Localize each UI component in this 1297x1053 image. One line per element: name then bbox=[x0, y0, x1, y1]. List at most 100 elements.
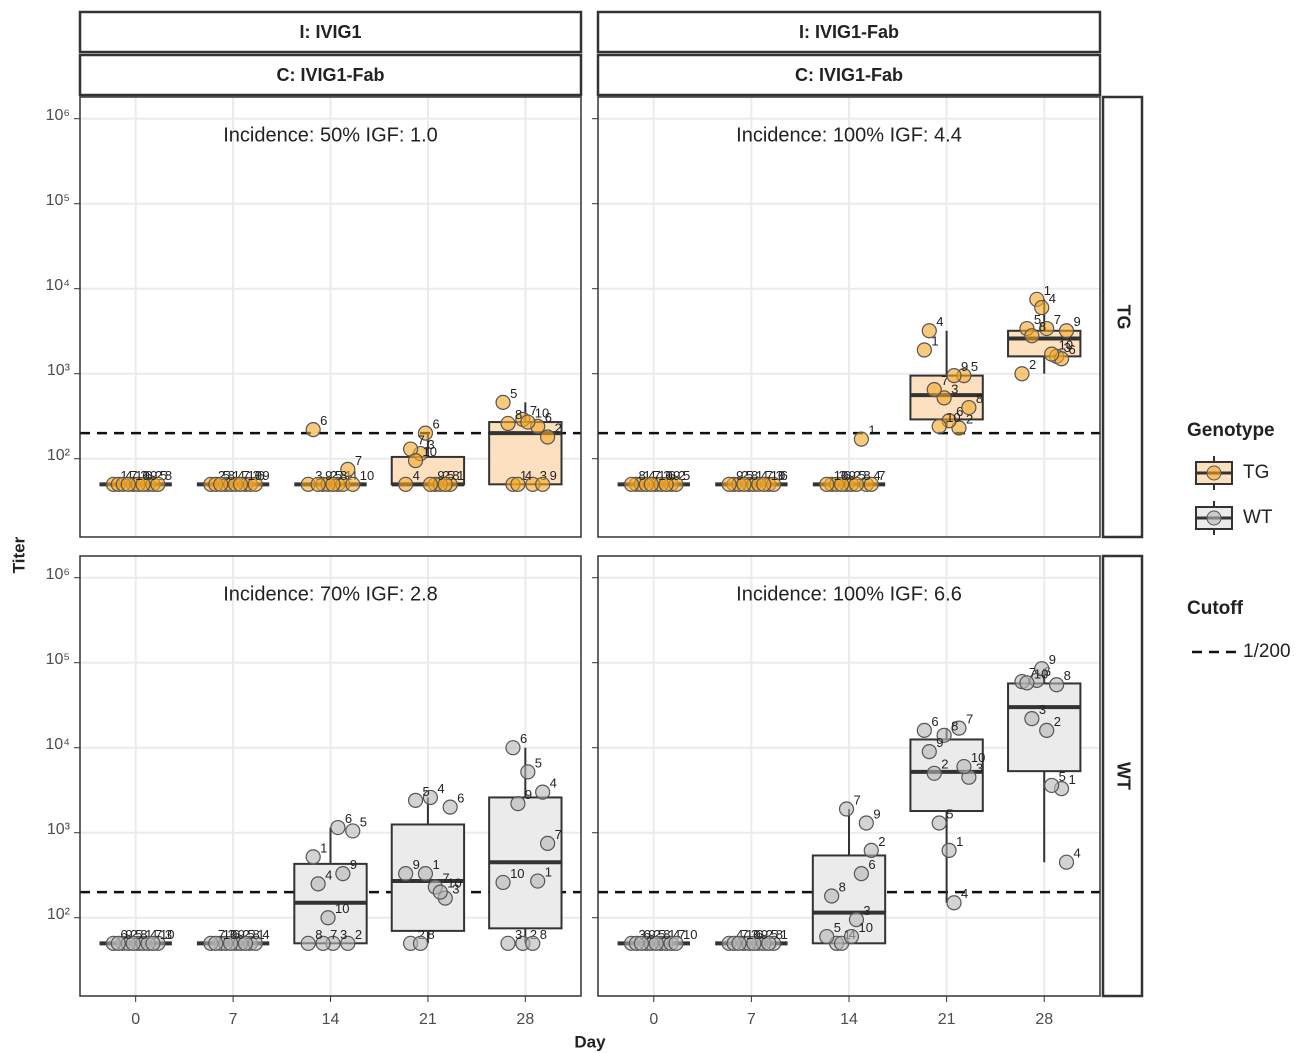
point bbox=[947, 369, 961, 383]
point-label: 4 bbox=[325, 867, 332, 882]
x-tick-label: 7 bbox=[747, 1011, 756, 1028]
point-label: 10 bbox=[248, 468, 262, 483]
point-label: 9 bbox=[437, 468, 444, 483]
point bbox=[496, 395, 510, 409]
point-label: 10 bbox=[510, 866, 524, 881]
point bbox=[311, 477, 325, 491]
point-label: 4 bbox=[437, 781, 444, 796]
point-label: 1 bbox=[320, 840, 327, 855]
point bbox=[409, 454, 423, 468]
point bbox=[957, 760, 971, 774]
point bbox=[501, 416, 515, 430]
point-label: 5 bbox=[360, 814, 367, 829]
point bbox=[541, 836, 555, 850]
point-label: 5 bbox=[971, 359, 978, 374]
point-label: 2 bbox=[555, 420, 562, 435]
point-label: 9 bbox=[350, 857, 357, 872]
point bbox=[917, 343, 931, 357]
point bbox=[399, 477, 413, 491]
point-label: 8 bbox=[540, 927, 547, 942]
point bbox=[346, 824, 360, 838]
point-label: 8 bbox=[839, 879, 846, 894]
point-label: 10 bbox=[360, 468, 374, 483]
point bbox=[496, 875, 510, 889]
point-label: 8 bbox=[252, 927, 259, 942]
point bbox=[311, 877, 325, 891]
point-label: 10 bbox=[423, 444, 437, 459]
point bbox=[301, 936, 315, 950]
point-label: 8 bbox=[639, 468, 646, 483]
point-label: 8 bbox=[427, 927, 434, 942]
point bbox=[511, 797, 525, 811]
point bbox=[644, 477, 658, 491]
column-strip-label: I: IVIG1 bbox=[299, 22, 361, 42]
point-label: 9 bbox=[325, 468, 332, 483]
point-label: 8 bbox=[140, 927, 147, 942]
point bbox=[209, 936, 223, 950]
point bbox=[1040, 723, 1054, 737]
point-label: 9 bbox=[1049, 652, 1056, 667]
point bbox=[922, 745, 936, 759]
cutoff-legend-title: Cutoff bbox=[1187, 598, 1244, 619]
point bbox=[521, 765, 535, 779]
point-label: 3 bbox=[340, 927, 347, 942]
point-label: 9 bbox=[961, 359, 968, 374]
point-label: 7 bbox=[966, 712, 973, 727]
point-label: 5 bbox=[423, 784, 430, 799]
point-label: 10 bbox=[160, 927, 174, 942]
point-label: 10 bbox=[535, 405, 549, 420]
point-label: 9 bbox=[525, 787, 532, 802]
annotation: Incidence: 70% IGF: 2.8 bbox=[223, 583, 438, 605]
point-label: 10 bbox=[746, 927, 760, 942]
point-label: 6 bbox=[432, 417, 439, 432]
y-tick-label: 10⁶ bbox=[46, 107, 70, 124]
point-label: 9 bbox=[936, 735, 943, 750]
point bbox=[840, 802, 854, 816]
point bbox=[634, 936, 648, 950]
y-tick-label: 10³ bbox=[47, 362, 71, 379]
point bbox=[927, 383, 941, 397]
x-tick-label: 21 bbox=[938, 1011, 956, 1028]
point-label: 7 bbox=[854, 792, 861, 807]
point bbox=[732, 936, 746, 950]
point bbox=[399, 867, 413, 881]
point bbox=[506, 741, 520, 755]
x-tick-label: 14 bbox=[322, 1011, 340, 1028]
point-label: 6 bbox=[868, 857, 875, 872]
point bbox=[1025, 329, 1039, 343]
point-label: 3 bbox=[863, 903, 870, 918]
x-tick-label: 0 bbox=[131, 1011, 140, 1028]
point bbox=[932, 816, 946, 830]
point-label: 10 bbox=[858, 920, 872, 935]
point-label: 3 bbox=[951, 381, 958, 396]
point-label: 9 bbox=[761, 927, 768, 942]
x-tick-label: 21 bbox=[419, 1011, 437, 1028]
point bbox=[306, 850, 320, 864]
point bbox=[214, 477, 228, 491]
y-tick-label: 10⁵ bbox=[46, 651, 70, 668]
point bbox=[409, 793, 423, 807]
y-tick-label: 10⁵ bbox=[46, 192, 70, 209]
y-tick-label: 10² bbox=[47, 906, 71, 923]
point-label: 3 bbox=[1039, 702, 1046, 717]
point-label: 9 bbox=[1073, 314, 1080, 329]
point bbox=[536, 477, 550, 491]
point-label: 8 bbox=[228, 468, 235, 483]
x-tick-label: 0 bbox=[649, 1011, 658, 1028]
x-tick-label: 28 bbox=[1035, 1011, 1053, 1028]
point-label: 9 bbox=[150, 468, 157, 483]
point bbox=[418, 867, 432, 881]
point-label: 5 bbox=[1059, 769, 1066, 784]
point-label: 9 bbox=[673, 468, 680, 483]
point-label: 4 bbox=[936, 314, 943, 329]
legend-point bbox=[1207, 511, 1221, 525]
point-label: 10 bbox=[834, 468, 848, 483]
point-label: 10 bbox=[1059, 338, 1073, 353]
point bbox=[511, 477, 525, 491]
point-label: 8 bbox=[1039, 319, 1046, 334]
point-label: 9 bbox=[873, 806, 880, 821]
point-label: 4 bbox=[550, 776, 557, 791]
point-label: 10 bbox=[971, 750, 985, 765]
point-label: 2 bbox=[1054, 714, 1061, 729]
column-strip-label: I: IVIG1-Fab bbox=[799, 22, 899, 42]
